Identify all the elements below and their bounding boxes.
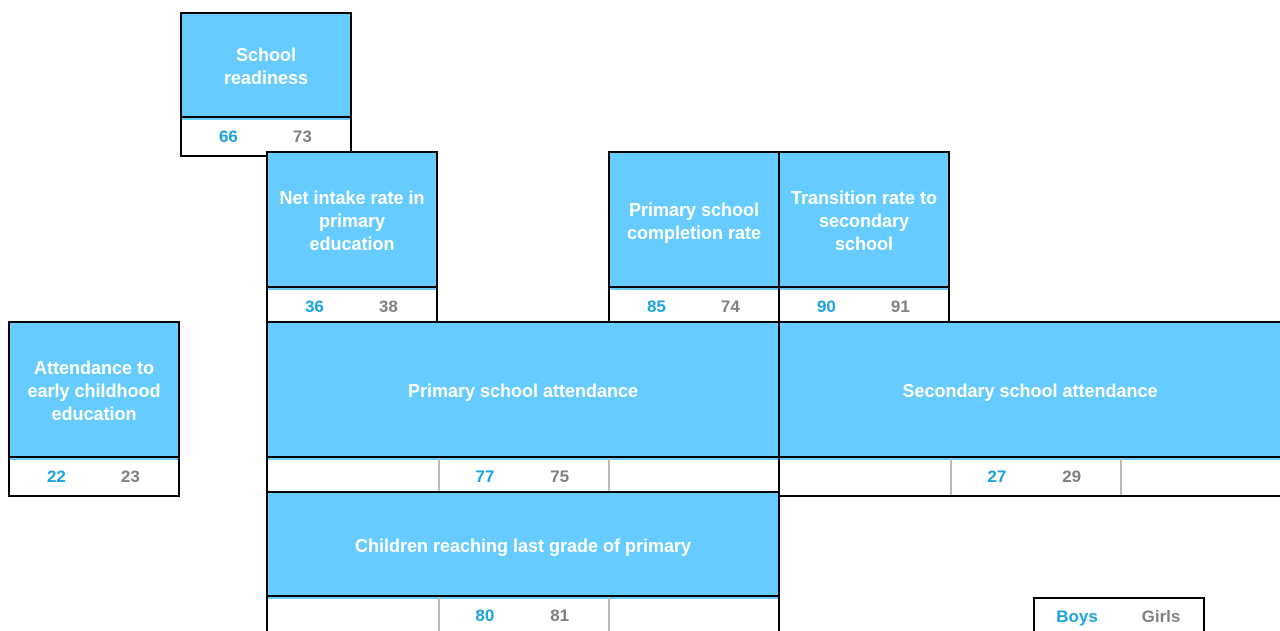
indicator-box: Attendance to early childhood education 2… [8,321,180,497]
indicator-label: Primary school attendance [268,323,778,460]
cell-divider [438,458,440,495]
girls-value: 23 [120,466,140,486]
indicator-box: School readiness 66 73 [180,12,352,157]
cell-divider [608,458,610,495]
indicator-label: School readiness [182,14,350,120]
boys-value: 36 [304,296,324,316]
value-row: 27 29 [780,456,1280,495]
indicator-box: Secondary school attendance 27 29 [778,321,1280,497]
legend-girls: Girls [1141,607,1181,626]
girls-value: 73 [292,126,312,146]
value-row: 66 73 [182,116,350,155]
value-row: 85 74 [610,286,778,325]
indicator-label: Primary school completion rate [610,153,778,290]
indicator-box: Transition rate to secondary school 90 91 [778,151,950,327]
boys-value: 85 [646,296,666,316]
indicator-label: Children reaching last grade of primary [268,493,778,599]
girls-value: 81 [550,605,570,625]
value-row: 77 75 [268,456,778,495]
girls-value: 29 [1062,466,1082,486]
boys-value: 27 [987,466,1007,486]
value-row: 80 81 [268,595,778,631]
boys-value: 66 [218,126,238,146]
legend: Boys Girls [1033,597,1205,631]
legend-boys: Boys [1056,607,1098,626]
girls-value: 75 [550,466,570,486]
girls-value: 38 [378,296,398,316]
girls-value: 74 [720,296,740,316]
indicator-label: Secondary school attendance [780,323,1280,460]
cell-divider [950,458,952,495]
boys-value: 77 [475,466,495,486]
boys-value: 90 [816,296,836,316]
indicator-label: Net intake rate in primary education [268,153,436,290]
indicator-box: Children reaching last grade of primary 8… [266,491,780,631]
value-row: 36 38 [268,286,436,325]
girls-value: 91 [890,296,910,316]
boys-value: 22 [46,466,66,486]
indicator-label: Transition rate to secondary school [780,153,948,290]
value-row: 90 91 [780,286,948,325]
indicator-box: Net intake rate in primary education 36 38 [266,151,438,327]
indicator-box: Primary school completion rate 85 74 [608,151,780,327]
indicator-box: Primary school attendance 77 75 [266,321,780,497]
cell-divider [1120,458,1122,495]
value-row: 22 23 [10,456,178,495]
boys-value: 80 [475,605,495,625]
indicator-label: Attendance to early childhood education [10,323,178,460]
cell-divider [608,597,610,631]
cell-divider [438,597,440,631]
